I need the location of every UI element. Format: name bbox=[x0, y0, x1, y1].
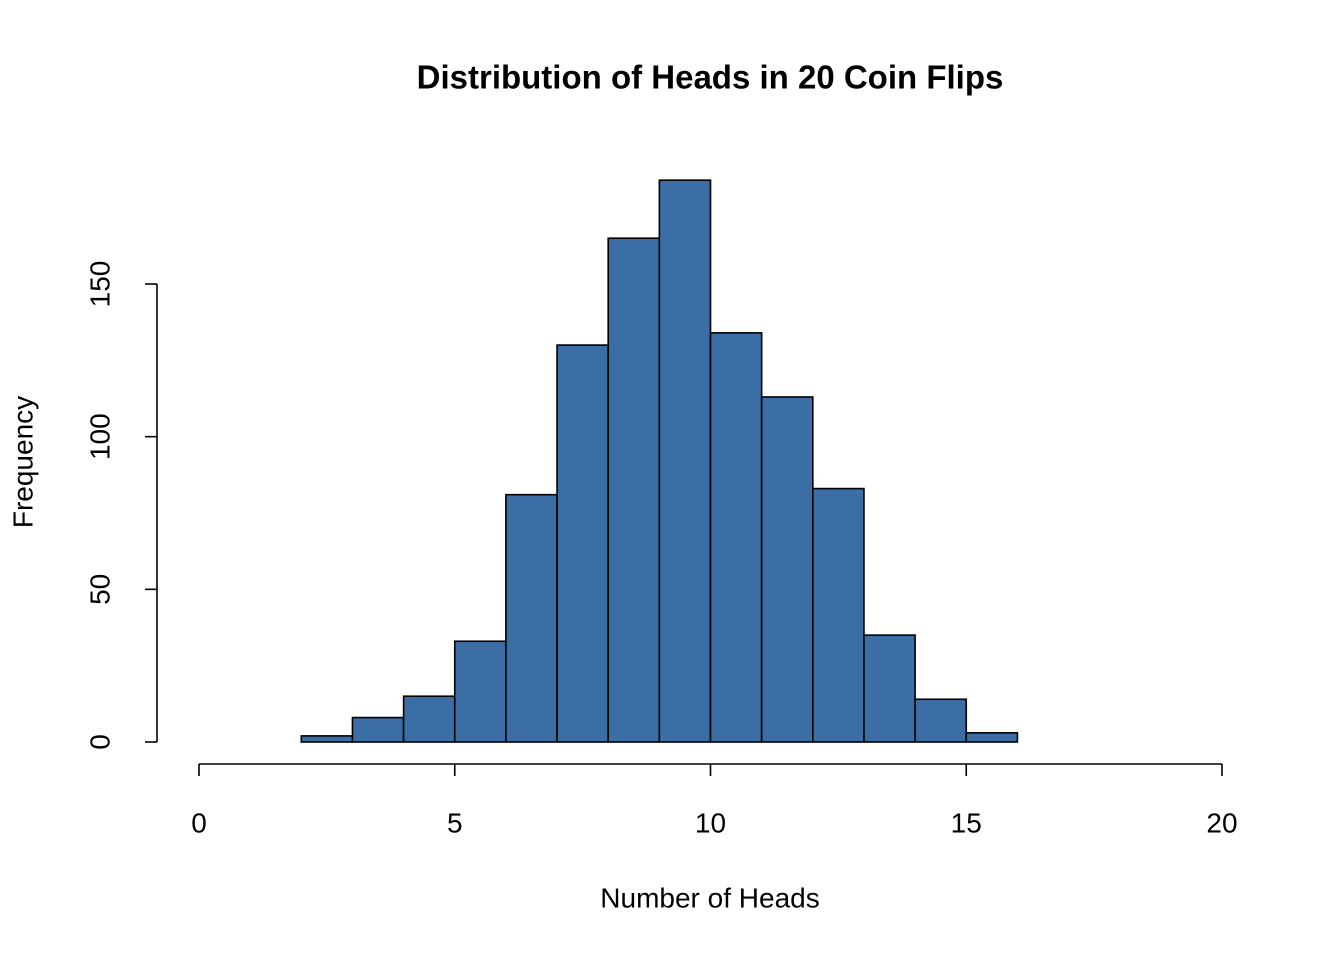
bar bbox=[505, 493, 558, 743]
y-tick-label: 100 bbox=[84, 413, 115, 460]
y-tick-label: 0 bbox=[84, 734, 115, 750]
chart-title: Distribution of Heads in 20 Coin Flips bbox=[417, 59, 1004, 96]
bar bbox=[453, 640, 507, 743]
x-axis-label: Number of Heads bbox=[600, 882, 819, 913]
x-tick-label: 10 bbox=[695, 807, 726, 838]
x-tick-label: 0 bbox=[191, 807, 207, 838]
y-tick-label: 50 bbox=[84, 574, 115, 605]
bar bbox=[965, 732, 1019, 743]
bar bbox=[402, 695, 456, 743]
bar bbox=[300, 735, 354, 743]
y-axis-label: Frequency bbox=[7, 396, 38, 528]
bar bbox=[658, 179, 712, 743]
bar bbox=[863, 634, 916, 743]
x-tick-label: 5 bbox=[447, 807, 463, 838]
bar bbox=[607, 237, 661, 743]
bar bbox=[760, 396, 814, 743]
bar bbox=[709, 332, 763, 743]
bar bbox=[811, 487, 865, 743]
bar bbox=[351, 716, 405, 743]
x-tick-label: 20 bbox=[1206, 807, 1237, 838]
x-tick-label: 15 bbox=[951, 807, 982, 838]
bar bbox=[556, 344, 609, 743]
bar bbox=[914, 698, 968, 743]
y-tick-label: 150 bbox=[84, 261, 115, 308]
